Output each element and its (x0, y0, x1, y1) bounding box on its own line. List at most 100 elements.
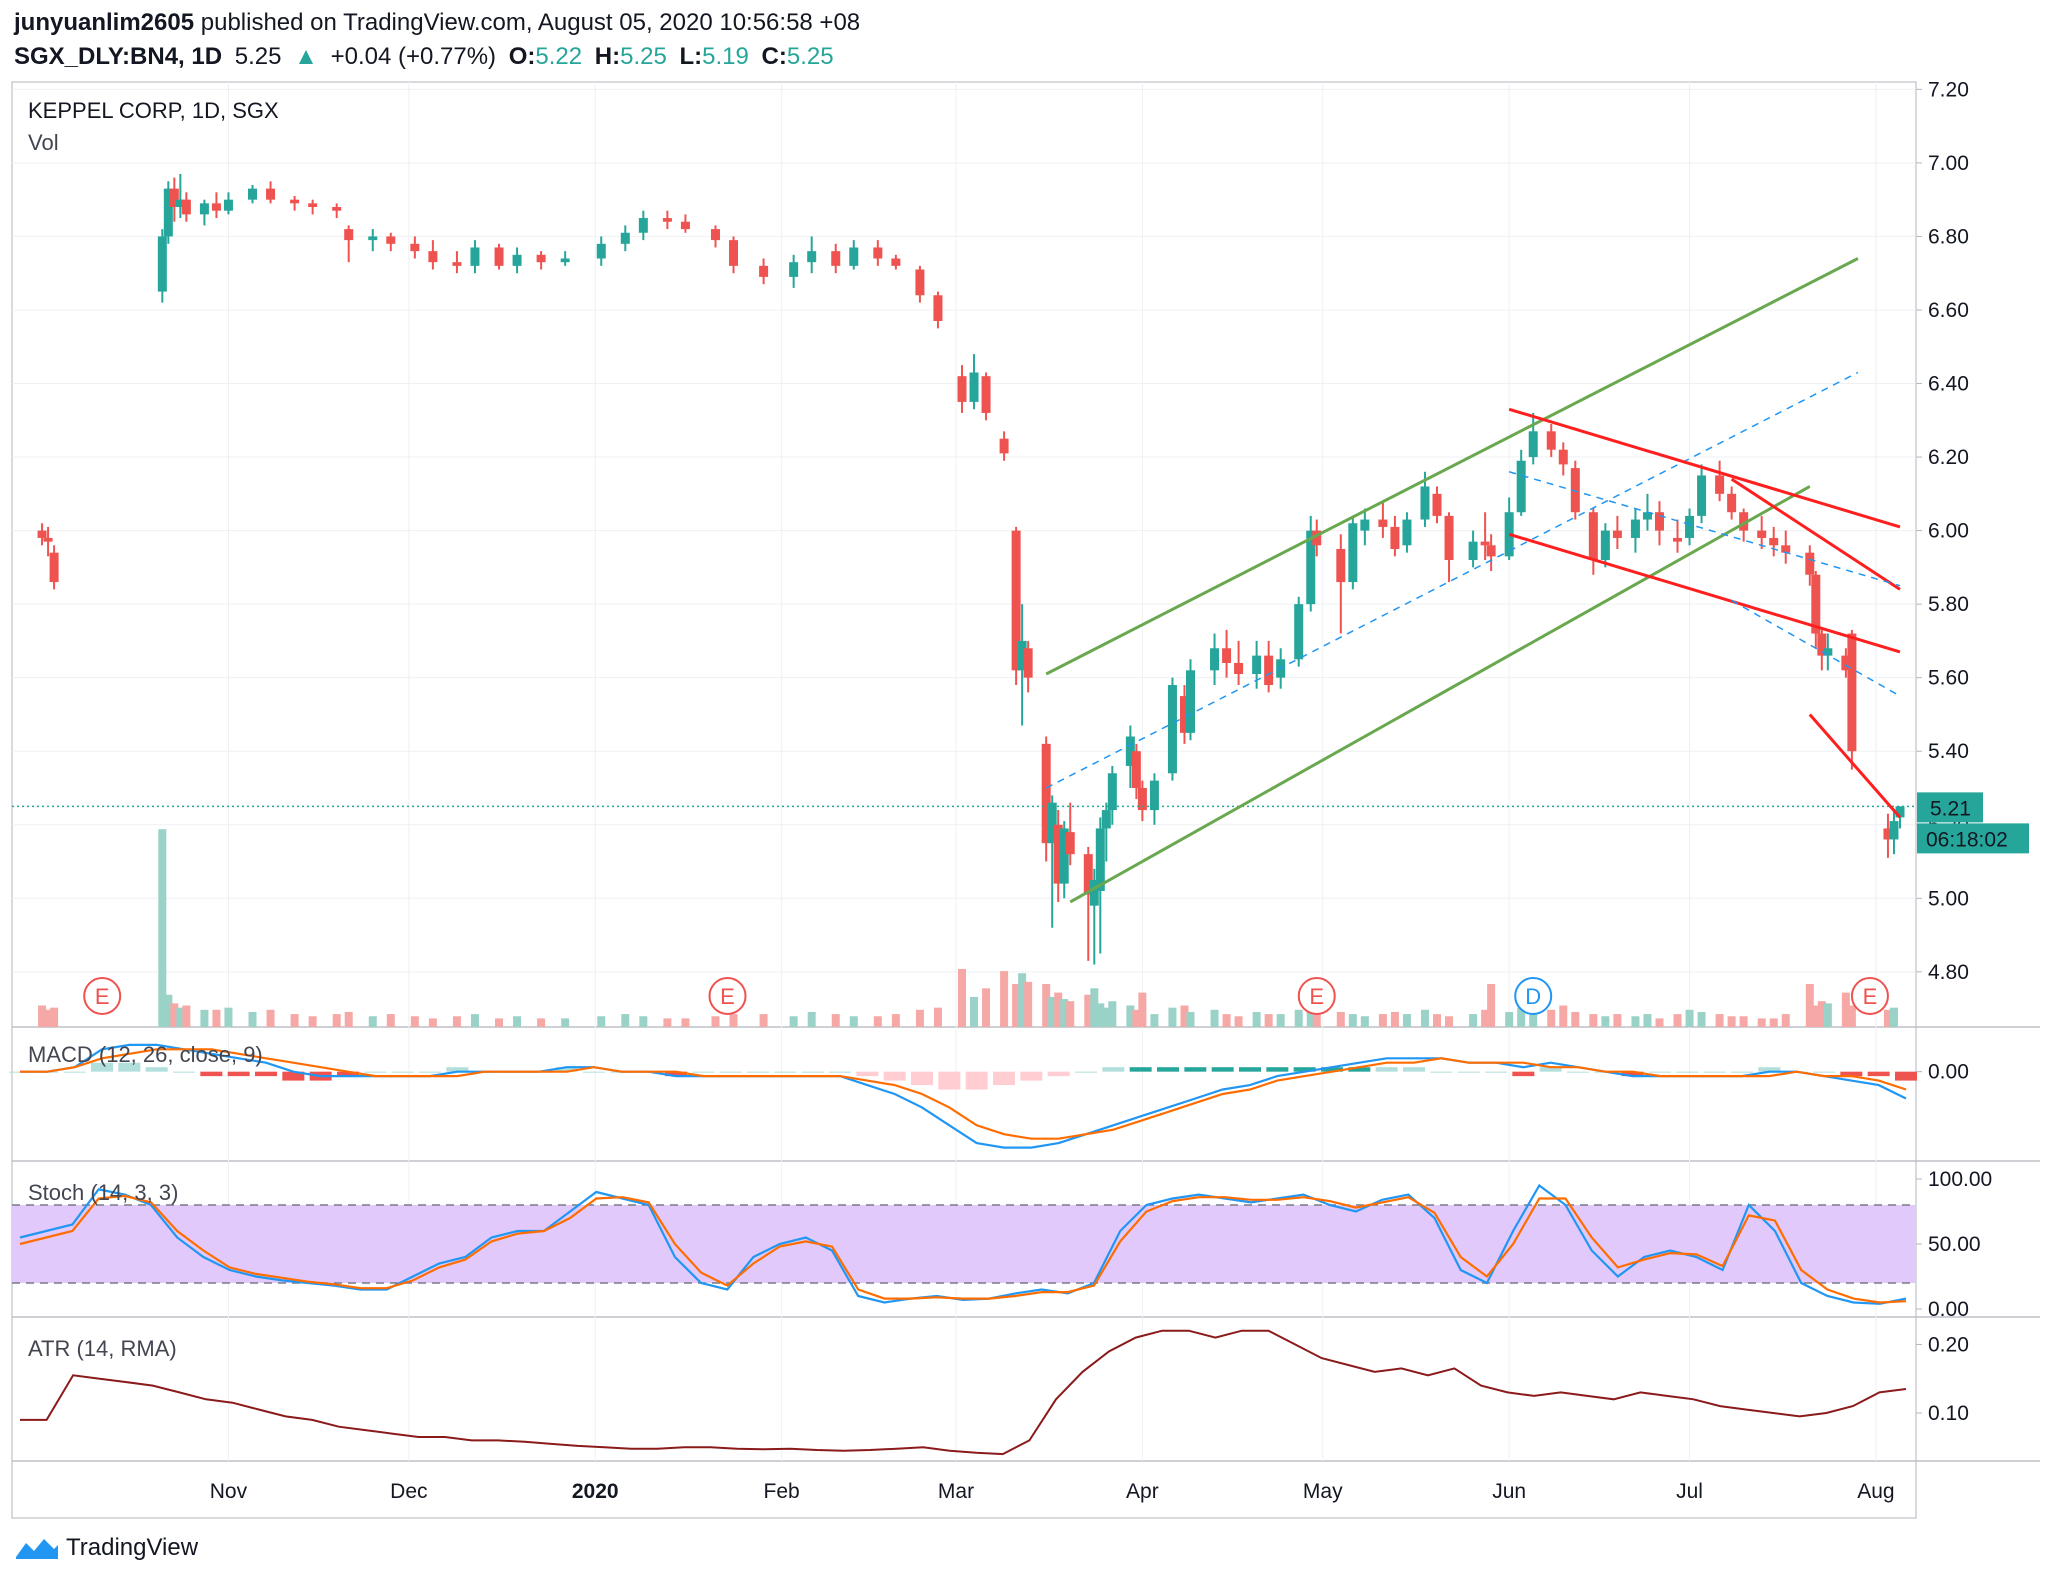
y-tick-label: 5.60 (1928, 667, 1969, 690)
candle-body (1600, 530, 1610, 561)
candle-body (386, 236, 396, 244)
volume-bar (308, 1016, 317, 1027)
macd-histogram-bar (1676, 1071, 1699, 1073)
candle-body (157, 236, 167, 292)
volume-bar (663, 1018, 672, 1027)
volume-bar (1613, 1014, 1622, 1027)
macd-histogram-bar (555, 1067, 578, 1072)
candle-body (1095, 828, 1105, 891)
volume-bar (1102, 1007, 1111, 1027)
candle-body (680, 221, 690, 230)
volume-bar (621, 1014, 630, 1027)
volume-bar (970, 996, 979, 1027)
volume-bar (1012, 984, 1021, 1027)
stoch-k-line (19, 1183, 1907, 1305)
volume-bar (212, 1009, 221, 1027)
volume-bar (1811, 1005, 1820, 1027)
volume-bar (1066, 1001, 1075, 1027)
chart-header: junyuanlim2605 published on TradingView.… (14, 6, 860, 74)
macd-histogram-bar (856, 1071, 879, 1077)
candle-body (452, 262, 462, 266)
volume-bar (1210, 1009, 1219, 1027)
symbol-label[interactable]: SGX_DLY:BN4, 1D (14, 43, 223, 70)
volume-bar (1559, 1005, 1568, 1027)
volume-bar (368, 1016, 377, 1027)
volume-bar (38, 1005, 47, 1027)
volume-bar (982, 988, 991, 1027)
volume-bar (1222, 1014, 1231, 1027)
candle-body (1588, 512, 1598, 561)
candle-body (1444, 515, 1454, 561)
open-label: O: (508, 43, 536, 70)
macd-histogram-bar (829, 1071, 851, 1073)
dividend-marker (1514, 977, 1553, 1015)
candle-body (560, 258, 570, 263)
candle-body (1089, 879, 1099, 906)
candle-body (494, 247, 504, 266)
high-value: 5.25 (620, 43, 667, 70)
volume-bar (164, 994, 173, 1027)
candle-body (290, 199, 300, 204)
volume-bar (958, 968, 967, 1027)
x-tick-label: Jul (1676, 1480, 1703, 1503)
macd-histogram-bar (282, 1071, 305, 1081)
volume-bar (470, 1014, 479, 1027)
volume-bar (1180, 1005, 1189, 1027)
macd-histogram-bar (1020, 1071, 1043, 1081)
candle-body (1486, 545, 1496, 557)
volume-bar (1294, 1009, 1303, 1027)
candle-body (1420, 486, 1430, 520)
price-change: +0.04 (+0.77%) (330, 43, 497, 70)
candle-body (1823, 648, 1833, 656)
macd-histogram-bar (1457, 1071, 1480, 1073)
candle-body (1360, 519, 1370, 531)
volume-bar (1348, 1014, 1357, 1027)
volume-bar (513, 1016, 522, 1027)
volume-bar (1715, 1014, 1724, 1027)
candle-body (169, 188, 179, 208)
candle-body (957, 376, 967, 402)
candle-body (1673, 537, 1683, 542)
tradingview-brand[interactable]: TradingView (14, 1534, 198, 1562)
y-tick-label: 7.00 (1928, 152, 1969, 175)
candle-body (1234, 662, 1244, 675)
candle-body (49, 552, 59, 583)
macd-histogram-bar (1813, 1071, 1835, 1073)
volume-bar (1048, 996, 1057, 1027)
event-marker-label: E (95, 984, 110, 1009)
volume-bar (1631, 1016, 1640, 1027)
candle-body (759, 265, 769, 277)
candle-body (1642, 512, 1652, 520)
volume-bar (1727, 1016, 1736, 1027)
volume-bar (1757, 1018, 1766, 1027)
candle-body (266, 188, 276, 200)
volume-bar (1168, 1007, 1177, 1027)
y-tick-label: 6.20 (1928, 446, 1969, 469)
low-label: L: (679, 43, 703, 70)
candle-body (873, 247, 883, 259)
candle-body (223, 199, 233, 211)
price-badge (1917, 792, 1983, 823)
volume-bar (1336, 1011, 1345, 1027)
candle-body (1516, 460, 1526, 513)
candle-body (596, 243, 606, 259)
publisher-name[interactable]: junyuanlim2605 (14, 9, 195, 36)
x-tick-label: Feb (764, 1480, 800, 1503)
drawn-lines[interactable] (12, 257, 1916, 904)
candle-body (1402, 519, 1412, 546)
candle-body (536, 254, 546, 263)
volume-bar (1529, 1003, 1538, 1027)
volume-bar (1252, 1011, 1261, 1027)
candle-body (1065, 832, 1075, 855)
macd-histogram-bar (1731, 1071, 1753, 1073)
macd-histogram-bar (1047, 1071, 1070, 1077)
volume-bar (1108, 1001, 1117, 1027)
last-price: 5.25 (234, 43, 282, 70)
candle-body (1185, 670, 1195, 733)
atr-title: ATR (14, RMA) (28, 1336, 177, 1361)
close-value: 5.25 (786, 43, 834, 70)
macd-histogram-bar (1430, 1071, 1453, 1073)
macd-histogram-bar (91, 1062, 113, 1072)
